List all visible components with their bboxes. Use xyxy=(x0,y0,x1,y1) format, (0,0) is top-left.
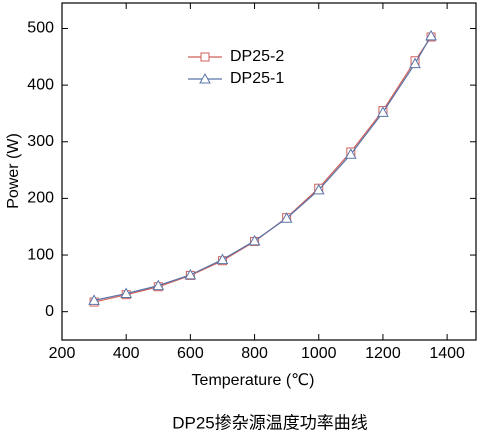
marker xyxy=(120,287,133,299)
marker xyxy=(248,234,261,246)
x-tick-label: 1000 xyxy=(301,345,337,362)
x-tick-label: 1400 xyxy=(429,345,465,362)
y-tick-label: 0 xyxy=(45,303,54,320)
marker xyxy=(312,183,325,195)
marker xyxy=(216,253,229,265)
x-axis-label: Temperature (℃) xyxy=(192,372,315,389)
y-tick-label: 400 xyxy=(27,76,54,93)
marker xyxy=(199,72,211,84)
marker xyxy=(200,52,210,62)
marker xyxy=(152,279,165,291)
x-tick-label: 800 xyxy=(241,345,268,362)
caption: DP25掺杂源温度功率曲线 xyxy=(172,413,368,432)
marker xyxy=(344,148,357,159)
marker xyxy=(425,29,437,41)
x-tick-label: 200 xyxy=(49,345,76,362)
marker xyxy=(280,212,293,223)
marker xyxy=(377,106,389,117)
x-tick-label: 600 xyxy=(177,345,204,362)
marker xyxy=(88,294,100,305)
series-line xyxy=(93,35,432,301)
x-tick-label: 1200 xyxy=(365,345,401,362)
x-tick-label: 400 xyxy=(113,345,140,362)
legend-label: DP25-2 xyxy=(230,48,284,65)
y-axis-label: Power (W) xyxy=(5,133,22,209)
plot-frame xyxy=(61,2,477,341)
y-tick-label: 500 xyxy=(27,20,54,37)
legend-label: DP25-1 xyxy=(230,70,284,87)
y-tick-label: 100 xyxy=(27,246,54,263)
marker xyxy=(409,57,421,69)
y-tick-label: 300 xyxy=(27,133,54,150)
y-tick-label: 200 xyxy=(27,190,54,207)
marker xyxy=(184,268,197,280)
